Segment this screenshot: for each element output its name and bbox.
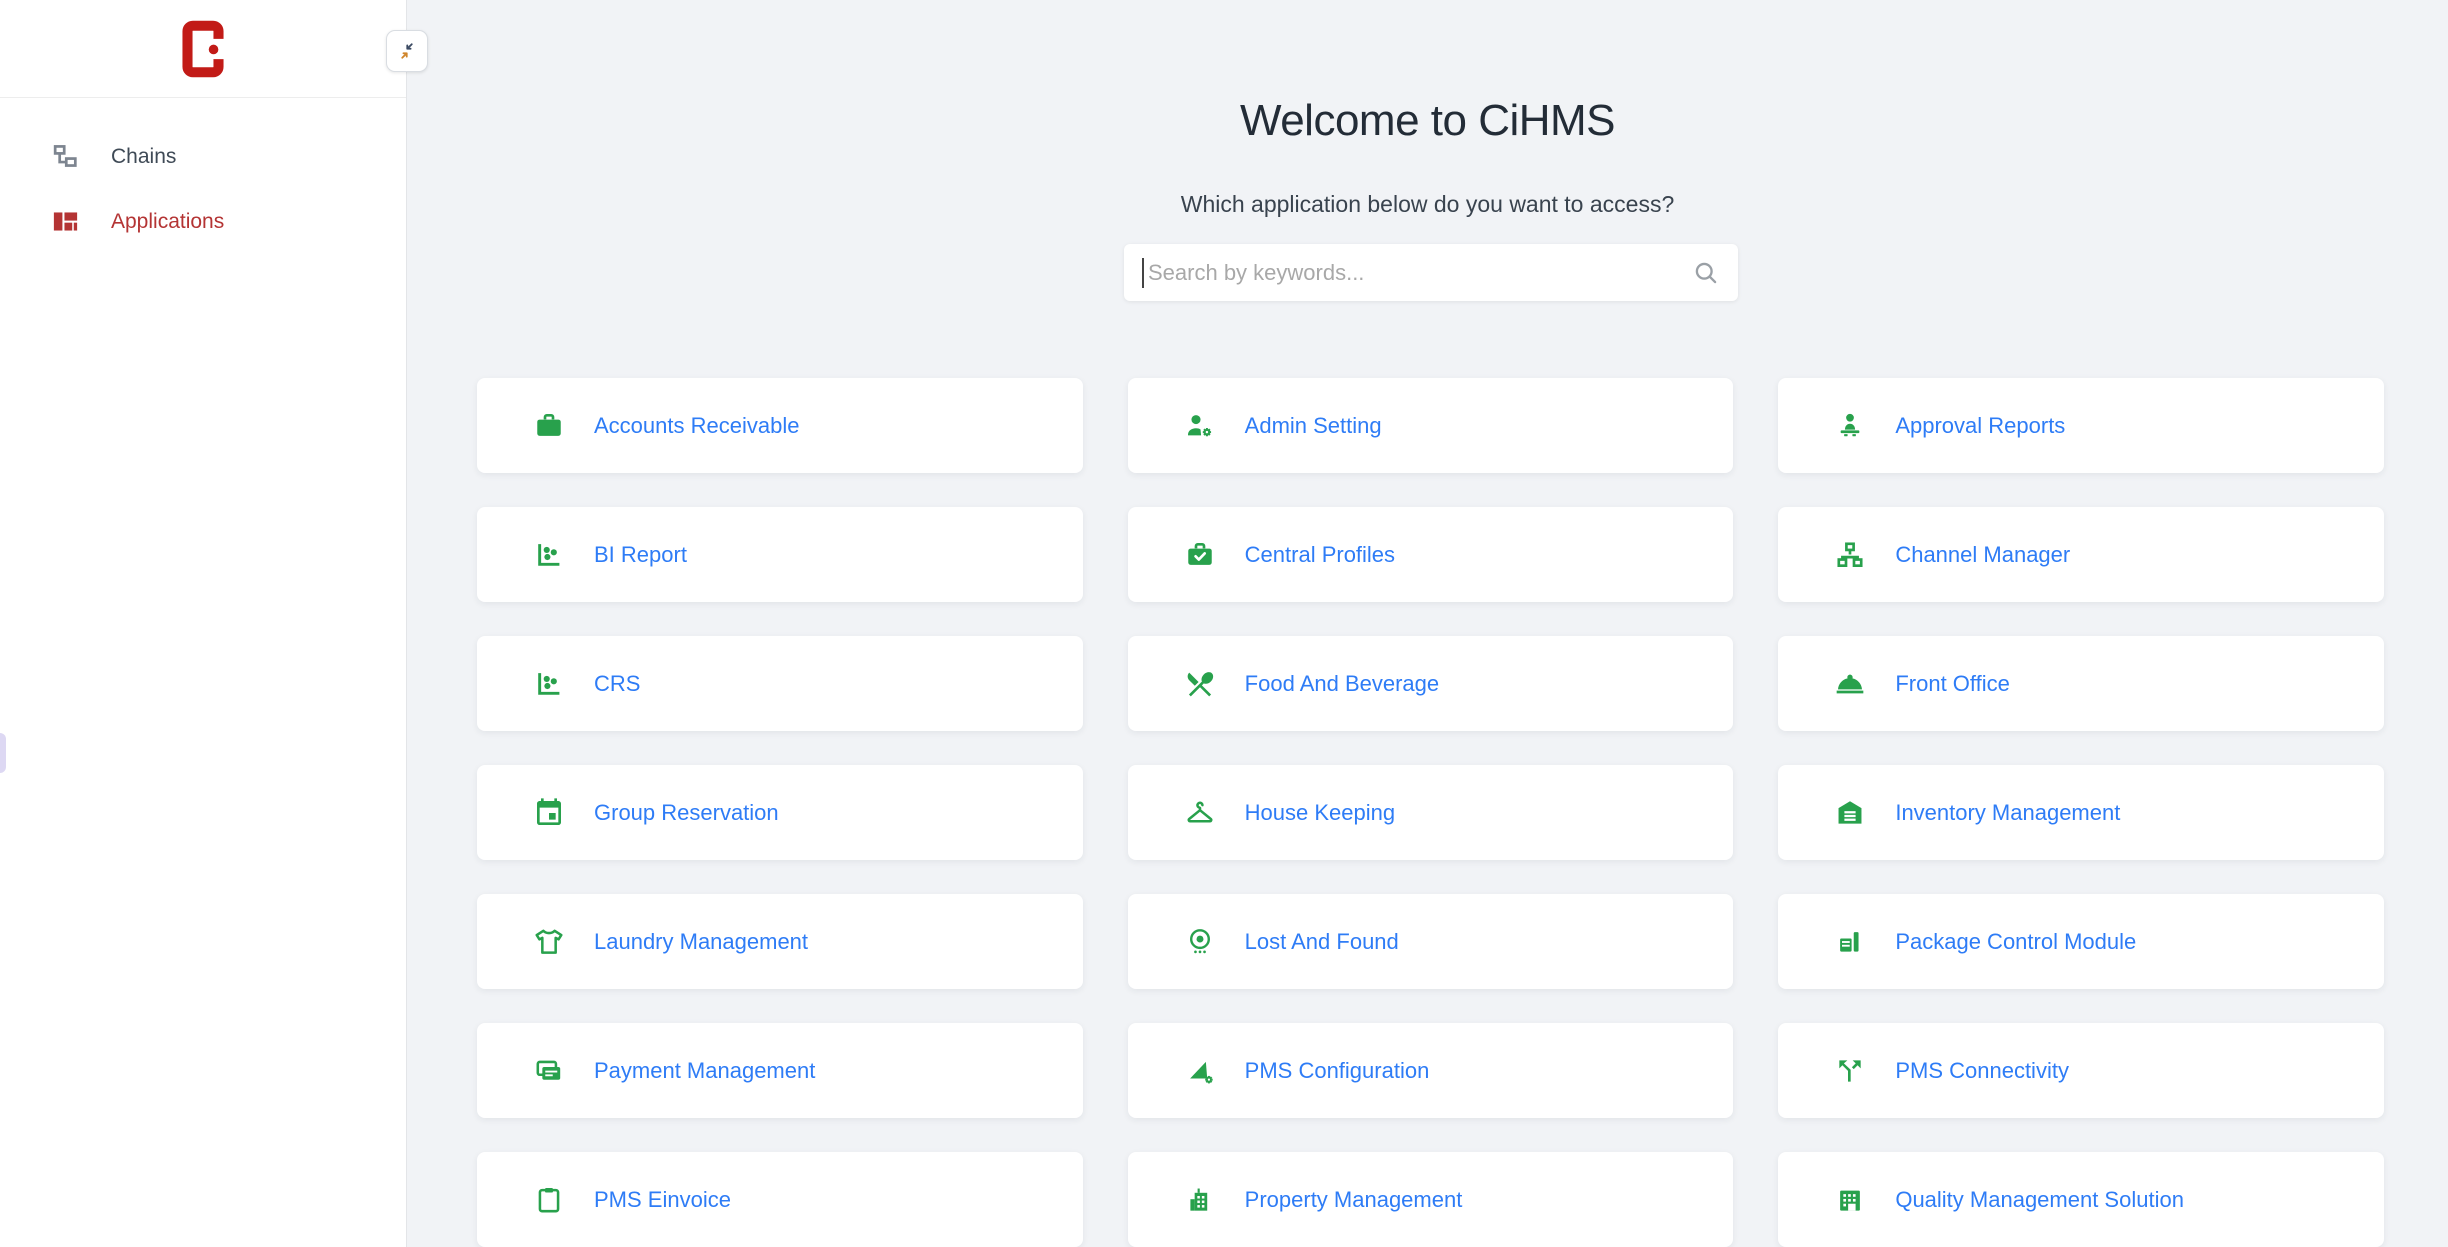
- app-card[interactable]: Payment Management: [477, 1023, 1083, 1118]
- app-card-label: Quality Management Solution: [1895, 1186, 2184, 1212]
- collapse-arrows-icon: [401, 43, 413, 59]
- sidebar-menu: Chains Applications: [0, 98, 406, 254]
- app-card[interactable]: BI Report: [477, 507, 1083, 602]
- app-card[interactable]: CRS: [477, 636, 1083, 731]
- app-card-label: BI Report: [594, 541, 687, 567]
- app-card[interactable]: Property Management: [1127, 1152, 1734, 1247]
- left-edge-handle[interactable]: [0, 733, 6, 773]
- building-icon: [1184, 1184, 1216, 1216]
- app-card-label: Accounts Receivable: [594, 412, 800, 438]
- app-card-label: CRS: [594, 670, 641, 696]
- app-card[interactable]: Approval Reports: [1778, 378, 2384, 473]
- text-caret: [1142, 257, 1144, 288]
- app-card-label: PMS Einvoice: [594, 1186, 731, 1212]
- credit-card-icon: [533, 1055, 565, 1087]
- search-icon[interactable]: [1692, 259, 1720, 287]
- service-bell-icon: [1834, 668, 1866, 700]
- app-card[interactable]: Admin Setting: [1127, 378, 1734, 473]
- applications-icon: [53, 212, 78, 231]
- app-card-label: Inventory Management: [1895, 799, 2121, 825]
- sidebar-item-label: Applications: [111, 209, 225, 233]
- app-card[interactable]: Inventory Management: [1778, 765, 2384, 860]
- app-card[interactable]: Front Office: [1778, 636, 2384, 731]
- app-card-label: Front Office: [1895, 670, 2010, 696]
- tshirt-icon: [533, 926, 565, 958]
- app-card[interactable]: Quality Management Solution: [1778, 1152, 2384, 1247]
- app-card[interactable]: Package Control Module: [1778, 894, 2384, 989]
- person-desk-icon: [1834, 410, 1866, 442]
- app-card[interactable]: Channel Manager: [1778, 507, 2384, 602]
- person-gear-icon: [1184, 410, 1216, 442]
- briefcase-icon: [533, 410, 565, 442]
- sitemap-icon: [1834, 539, 1866, 571]
- app-card-label: Laundry Management: [594, 928, 809, 954]
- app-grid: Accounts Receivable Admin Setting Approv…: [477, 378, 2384, 1247]
- page-subtitle: Which application below do you want to a…: [1180, 191, 1675, 217]
- briefcase-check-icon: [1184, 539, 1216, 571]
- app-card[interactable]: PMS Configuration: [1127, 1023, 1734, 1118]
- clipboard-icon: [533, 1184, 565, 1216]
- app-card-label: Property Management: [1244, 1186, 1463, 1212]
- flag-gear-icon: [1184, 1055, 1216, 1087]
- app-card[interactable]: Group Reservation: [477, 765, 1083, 860]
- scatter-chart-icon: [533, 539, 565, 571]
- app-card-label: Package Control Module: [1895, 928, 2137, 954]
- sidebar: Chains Applications: [0, 0, 407, 1247]
- app-card-label: Lost And Found: [1244, 928, 1399, 954]
- main-content: Welcome to CiHMS Which application below…: [407, 0, 2448, 1247]
- hanger-icon: [1184, 797, 1216, 829]
- search-box[interactable]: [1124, 244, 1738, 301]
- sidebar-item-label: Chains: [111, 144, 177, 168]
- office-grid-icon: [1834, 1184, 1866, 1216]
- eye-pin-icon: [1184, 926, 1216, 958]
- calendar-icon: [533, 797, 565, 829]
- collapse-sidebar-button[interactable]: [386, 30, 428, 72]
- cihms-logo-icon: [182, 20, 224, 77]
- app-card[interactable]: Central Profiles: [1127, 507, 1734, 602]
- sidebar-header: [0, 0, 406, 98]
- app-card-label: Payment Management: [594, 1057, 816, 1083]
- app-card-label: Approval Reports: [1895, 412, 2066, 438]
- sidebar-item-chains[interactable]: Chains: [0, 124, 406, 189]
- chains-icon: [53, 145, 77, 167]
- page-title: Welcome to CiHMS: [1239, 96, 1616, 145]
- app-card-label: PMS Connectivity: [1895, 1057, 2069, 1083]
- app-card[interactable]: Food And Beverage: [1127, 636, 1734, 731]
- warehouse-icon: [1834, 797, 1866, 829]
- app-card-label: Food And Beverage: [1244, 670, 1440, 696]
- app-card[interactable]: Laundry Management: [477, 894, 1083, 989]
- app-card-label: House Keeping: [1244, 799, 1396, 825]
- app-card[interactable]: PMS Einvoice: [477, 1152, 1083, 1247]
- app-card[interactable]: House Keeping: [1127, 765, 1734, 860]
- scatter-chart-icon: [533, 668, 565, 700]
- package-board-icon: [1834, 926, 1866, 958]
- app-card[interactable]: PMS Connectivity: [1778, 1023, 2384, 1118]
- app-card-label: Central Profiles: [1244, 541, 1396, 567]
- sidebar-item-applications[interactable]: Applications: [0, 189, 406, 254]
- app-card-label: Channel Manager: [1895, 541, 2071, 567]
- app-card-label: Group Reservation: [594, 799, 779, 825]
- crossed-utensils-icon: [1184, 668, 1216, 700]
- app-card-label: Admin Setting: [1244, 412, 1382, 438]
- app-card-label: PMS Configuration: [1244, 1057, 1430, 1083]
- app-card[interactable]: Lost And Found: [1127, 894, 1734, 989]
- split-arrows-icon: [1834, 1055, 1866, 1087]
- app-card[interactable]: Accounts Receivable: [477, 378, 1083, 473]
- search-input[interactable]: [1146, 258, 1692, 287]
